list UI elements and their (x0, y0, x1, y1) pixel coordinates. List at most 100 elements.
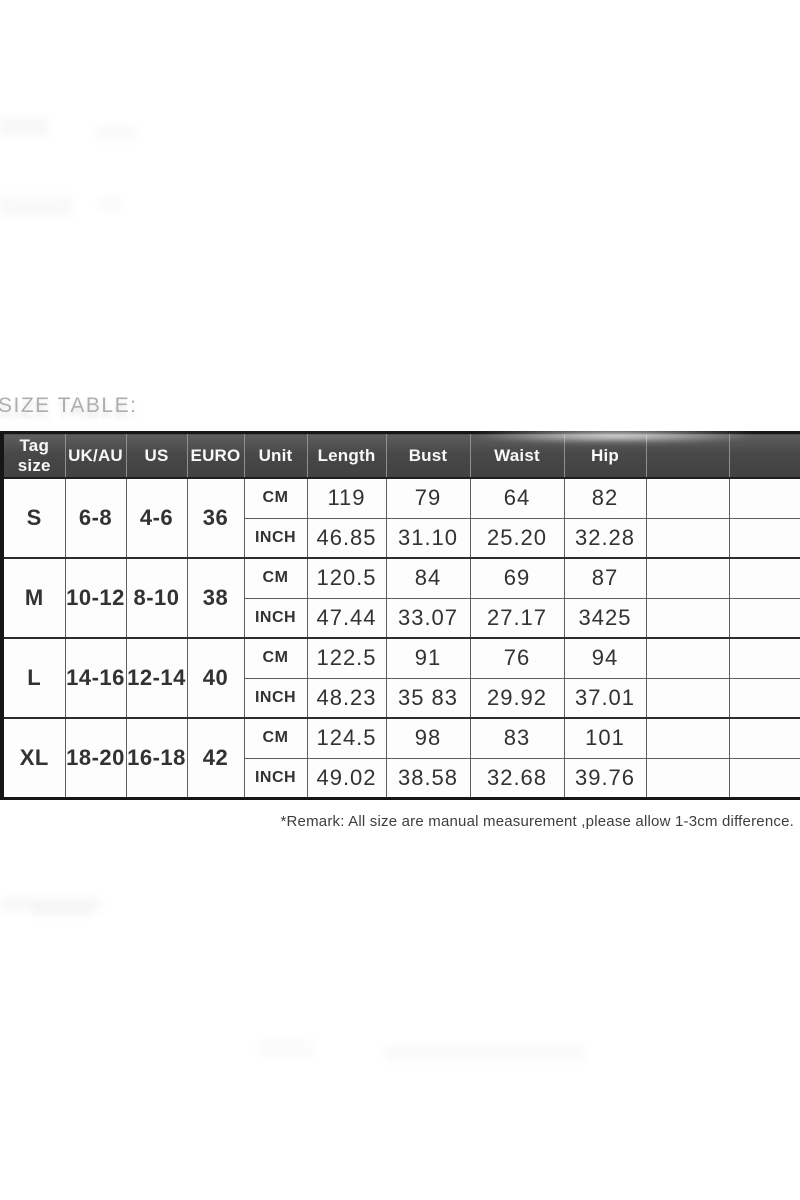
uk-au-cell: 10-12 (64, 557, 127, 639)
uk-au-cell: 6-8 (64, 477, 127, 559)
length-cell: 49.02 (306, 757, 387, 799)
table-row-m-cm: M 10-12 8-10 38 CM 120.5 84 69 87 (1, 557, 800, 639)
empty-cell (728, 557, 800, 599)
hip-cell: 3425 (563, 597, 647, 639)
bust-cell: 91 (385, 637, 471, 679)
waist-cell: 25.20 (469, 517, 565, 559)
size-table-title: SIZE TABLE: (0, 394, 138, 417)
waist-cell: 69 (469, 557, 565, 599)
length-cell: 124.5 (306, 717, 387, 759)
length-cell: 119 (306, 477, 387, 519)
photo-artifact (258, 1040, 313, 1058)
column-header-length: Length (307, 432, 387, 479)
table-row-l-cm: L 14-16 12-14 40 CM 122.5 91 76 94 (1, 637, 800, 719)
tag-size-cell: L (1, 637, 66, 719)
waist-cell: 64 (469, 477, 565, 519)
euro-cell: 38 (186, 557, 245, 639)
euro-cell: 36 (186, 477, 245, 559)
photo-artifact (32, 906, 94, 916)
euro-cell: 42 (186, 717, 245, 799)
empty-cell (645, 557, 730, 599)
photo-artifact (0, 118, 48, 136)
remark-note: *Remark: All size are manual measurement… (280, 813, 794, 830)
size-table: Tag size UK/AU US EURO Unit Length Bust … (0, 431, 800, 800)
empty-cell (728, 757, 800, 799)
unit-cell: INCH (243, 517, 308, 559)
column-header-unit: Unit (244, 432, 308, 479)
column-header-blank-1 (646, 432, 730, 479)
hip-cell: 32.28 (563, 517, 647, 559)
waist-cell: 29.92 (469, 677, 565, 719)
hip-cell: 94 (563, 637, 647, 679)
us-cell: 4-6 (125, 477, 188, 559)
empty-cell (645, 597, 730, 639)
unit-cell: INCH (243, 677, 308, 719)
empty-cell (728, 637, 800, 679)
table-row-s-inch: INCH 46.85 31.10 25.20 32.28 (2, 517, 800, 559)
hip-cell: 37.01 (563, 677, 647, 719)
empty-cell (728, 517, 800, 559)
column-header-hip: Hip (564, 432, 647, 479)
uk-au-cell: 14-16 (64, 637, 127, 719)
column-header-euro: EURO (187, 432, 245, 479)
table-row-s-cm: S 6-8 4-6 36 CM 119 79 64 82 (1, 477, 800, 559)
empty-cell (645, 637, 730, 679)
bust-cell: 84 (385, 557, 471, 599)
empty-cell (728, 477, 800, 519)
bust-cell: 35 83 (385, 677, 471, 719)
us-cell: 16-18 (125, 717, 188, 799)
length-cell: 122.5 (306, 637, 387, 679)
table-row-xl-cm: XL 18-20 16-18 42 CM 124.5 98 83 101 (1, 717, 800, 799)
empty-cell (645, 517, 730, 559)
column-header-uk-au: UK/AU (65, 432, 127, 479)
waist-cell: 27.17 (469, 597, 565, 639)
unit-cell: CM (243, 717, 308, 759)
empty-cell (645, 677, 730, 719)
euro-cell: 40 (186, 637, 245, 719)
header-row: Tag size UK/AU US EURO Unit Length Bust … (2, 432, 800, 479)
unit-cell: CM (243, 477, 308, 519)
tag-size-cell: S (1, 477, 66, 559)
photo-artifact (0, 898, 100, 911)
photo-artifact (96, 126, 136, 140)
unit-cell: CM (243, 557, 308, 599)
bust-cell: 38.58 (385, 757, 471, 799)
unit-cell: INCH (243, 757, 308, 799)
hip-cell: 39.76 (563, 757, 647, 799)
tag-size-cell: XL (1, 717, 66, 799)
table-row-m-inch: INCH 47.44 33.07 27.17 3425 (2, 597, 800, 639)
tag-size-cell: M (1, 557, 66, 639)
column-header-waist: Waist (470, 432, 565, 479)
column-header-blank-2 (729, 432, 800, 479)
empty-cell (645, 477, 730, 519)
length-cell: 47.44 (306, 597, 387, 639)
unit-cell: INCH (243, 597, 308, 639)
bust-cell: 31.10 (385, 517, 471, 559)
empty-cell (728, 717, 800, 759)
waist-cell: 32.68 (469, 757, 565, 799)
bust-cell: 79 (385, 477, 471, 519)
hip-cell: 82 (563, 477, 647, 519)
hip-cell: 87 (563, 557, 647, 599)
table-row-xl-inch: INCH 49.02 38.58 32.68 39.76 (2, 757, 800, 799)
table-row-l-inch: INCH 48.23 35 83 29.92 37.01 (2, 677, 800, 719)
empty-cell (728, 597, 800, 639)
column-header-us: US (126, 432, 188, 479)
photo-artifact (385, 1046, 585, 1061)
empty-cell (645, 757, 730, 799)
column-header-tag-size: Tag size (2, 432, 66, 479)
empty-cell (728, 677, 800, 719)
photo-artifact (100, 198, 122, 210)
us-cell: 12-14 (125, 637, 188, 719)
waist-cell: 83 (469, 717, 565, 759)
bust-cell: 98 (385, 717, 471, 759)
uk-au-cell: 18-20 (64, 717, 127, 799)
hip-cell: 101 (563, 717, 647, 759)
waist-cell: 76 (469, 637, 565, 679)
photo-artifact (0, 196, 72, 216)
length-cell: 120.5 (306, 557, 387, 599)
bust-cell: 33.07 (385, 597, 471, 639)
unit-cell: CM (243, 637, 308, 679)
length-cell: 48.23 (306, 677, 387, 719)
